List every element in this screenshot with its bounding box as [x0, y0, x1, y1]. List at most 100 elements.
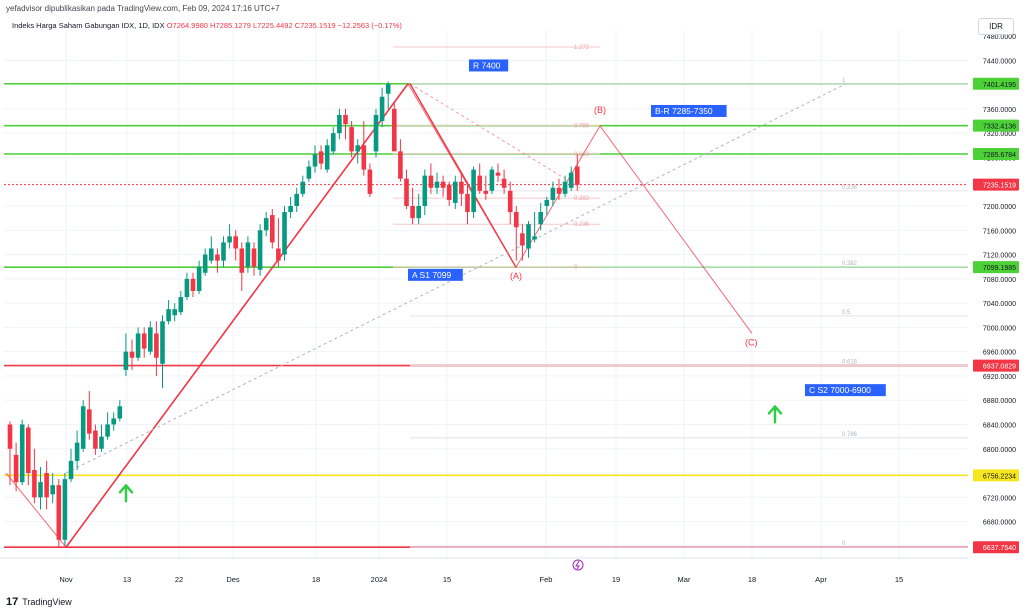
candle-body [398, 151, 403, 179]
price-level-text: 6637.7540 [983, 545, 1016, 552]
candle-body [19, 424, 25, 483]
candle-body [294, 193, 299, 206]
annotation-box [651, 104, 727, 117]
candle-body [135, 333, 141, 358]
candle-body [38, 482, 43, 498]
candle-body [392, 108, 397, 152]
fib-label: 0.236 [842, 185, 858, 191]
candle-body [306, 166, 312, 179]
candle-body [416, 206, 421, 219]
candle-body [532, 236, 537, 240]
candle-body [105, 424, 110, 437]
candle-body [465, 193, 470, 213]
candle-body [209, 248, 214, 261]
price-level-text: 6937.0829 [983, 364, 1016, 371]
candle-body [233, 236, 238, 249]
annotation-box [408, 268, 463, 281]
price-level-text: 7235.1519 [983, 183, 1016, 190]
candle-body [446, 184, 452, 200]
candle-body [129, 351, 135, 358]
price-tick-label: 6960.0000 [983, 350, 1016, 357]
price-tick-label: 6680.0000 [983, 520, 1016, 527]
published-by-text: yefadvisor dipublikasikan pada TradingVi… [6, 4, 280, 13]
price-tick-label: 7360.0000 [983, 107, 1016, 114]
fib-label: 0 [842, 541, 846, 547]
price-tick-label: 7440.0000 [983, 58, 1016, 65]
up-arrow-icon [118, 484, 134, 503]
time-tick-label: 18 [312, 575, 320, 584]
price-level-text: 7285.6784 [983, 152, 1016, 159]
candle-body [141, 333, 147, 349]
candle-body [282, 212, 287, 255]
price-level-text: 7332.4136 [983, 124, 1016, 131]
candle-body [526, 224, 531, 249]
candle-body [331, 133, 336, 152]
candle-body [215, 254, 220, 261]
currency-selector[interactable]: IDR [978, 18, 1014, 35]
fib-label: 0.382 [574, 196, 590, 202]
candle-body [111, 418, 116, 425]
candle-body [62, 479, 68, 540]
price-level-tag [973, 77, 1019, 90]
candle-body [190, 278, 196, 291]
time-tick-label: Feb [540, 575, 553, 584]
time-axis: Nov 13 22 Des 18 2024 15 Feb 19 Mar 18 Apr 15 [0, 557, 968, 584]
time-tick-label: Nov [59, 575, 73, 584]
price-tick-label: 6720.0000 [983, 495, 1016, 502]
candle-body [99, 436, 104, 449]
price-level-tag [973, 178, 1019, 191]
price-level-text: 7099.1985 [983, 265, 1016, 272]
candle-body [495, 172, 501, 176]
price-level-tag [973, 148, 1019, 161]
candle-body [123, 351, 129, 370]
price-tick-label: 7160.0000 [983, 228, 1016, 235]
symbol-name: Indeks Harga Saham Gabungan IDX, 1D, IDX [12, 21, 165, 30]
candle-body [93, 430, 98, 449]
candle-body [489, 169, 495, 191]
candle-body [459, 181, 464, 194]
event-icon [572, 559, 584, 571]
annotation-box [469, 59, 509, 72]
time-tick-label: 15 [443, 575, 451, 584]
time-tick-label: 22 [175, 575, 183, 584]
candle-body [227, 236, 232, 243]
candle-body [318, 151, 324, 164]
candle-body [257, 230, 263, 270]
price-level-tag [973, 119, 1019, 132]
tradingview-logo-icon: 17 [6, 596, 19, 608]
price-tick-label: 7200.0000 [983, 204, 1016, 211]
wave-a-line [409, 83, 517, 268]
price-tick-label: 6880.0000 [983, 398, 1016, 405]
price-level-text: 7401.4195 [983, 82, 1016, 89]
candle-body [32, 470, 37, 498]
candle-body [556, 187, 562, 194]
price-tick-label: 7480.0000 [983, 34, 1016, 41]
candle-body [263, 218, 269, 231]
price-tick-label: 6920.0000 [983, 374, 1016, 381]
candle-body [239, 248, 245, 273]
candle-body [172, 309, 177, 316]
annotation-text: R 7400 [473, 60, 501, 70]
candle-body [434, 181, 440, 188]
candle-body [379, 96, 385, 122]
candle-body [80, 406, 86, 449]
candle-body [343, 114, 348, 125]
elliott-wave-line [5, 82, 753, 549]
candle-body [154, 333, 159, 358]
brand-text: TradingView [22, 597, 72, 607]
candle-body [507, 190, 513, 213]
lightning-icon [575, 560, 580, 570]
price-axis-bg [968, 0, 1024, 558]
price-level-tag [973, 541, 1019, 554]
annotation-box [805, 384, 886, 397]
annotation-text: A S1 7099 [412, 270, 452, 280]
candle-body [550, 187, 556, 200]
candle-body [300, 181, 306, 194]
candle-body [26, 427, 31, 474]
price-tick-label: 7320.0000 [983, 131, 1016, 138]
price-axis: 7440.00007400.00007360.00007320.00007280… [968, 0, 1024, 558]
candle-body [361, 145, 367, 170]
candle-body [544, 199, 550, 206]
candle-body [50, 485, 55, 495]
